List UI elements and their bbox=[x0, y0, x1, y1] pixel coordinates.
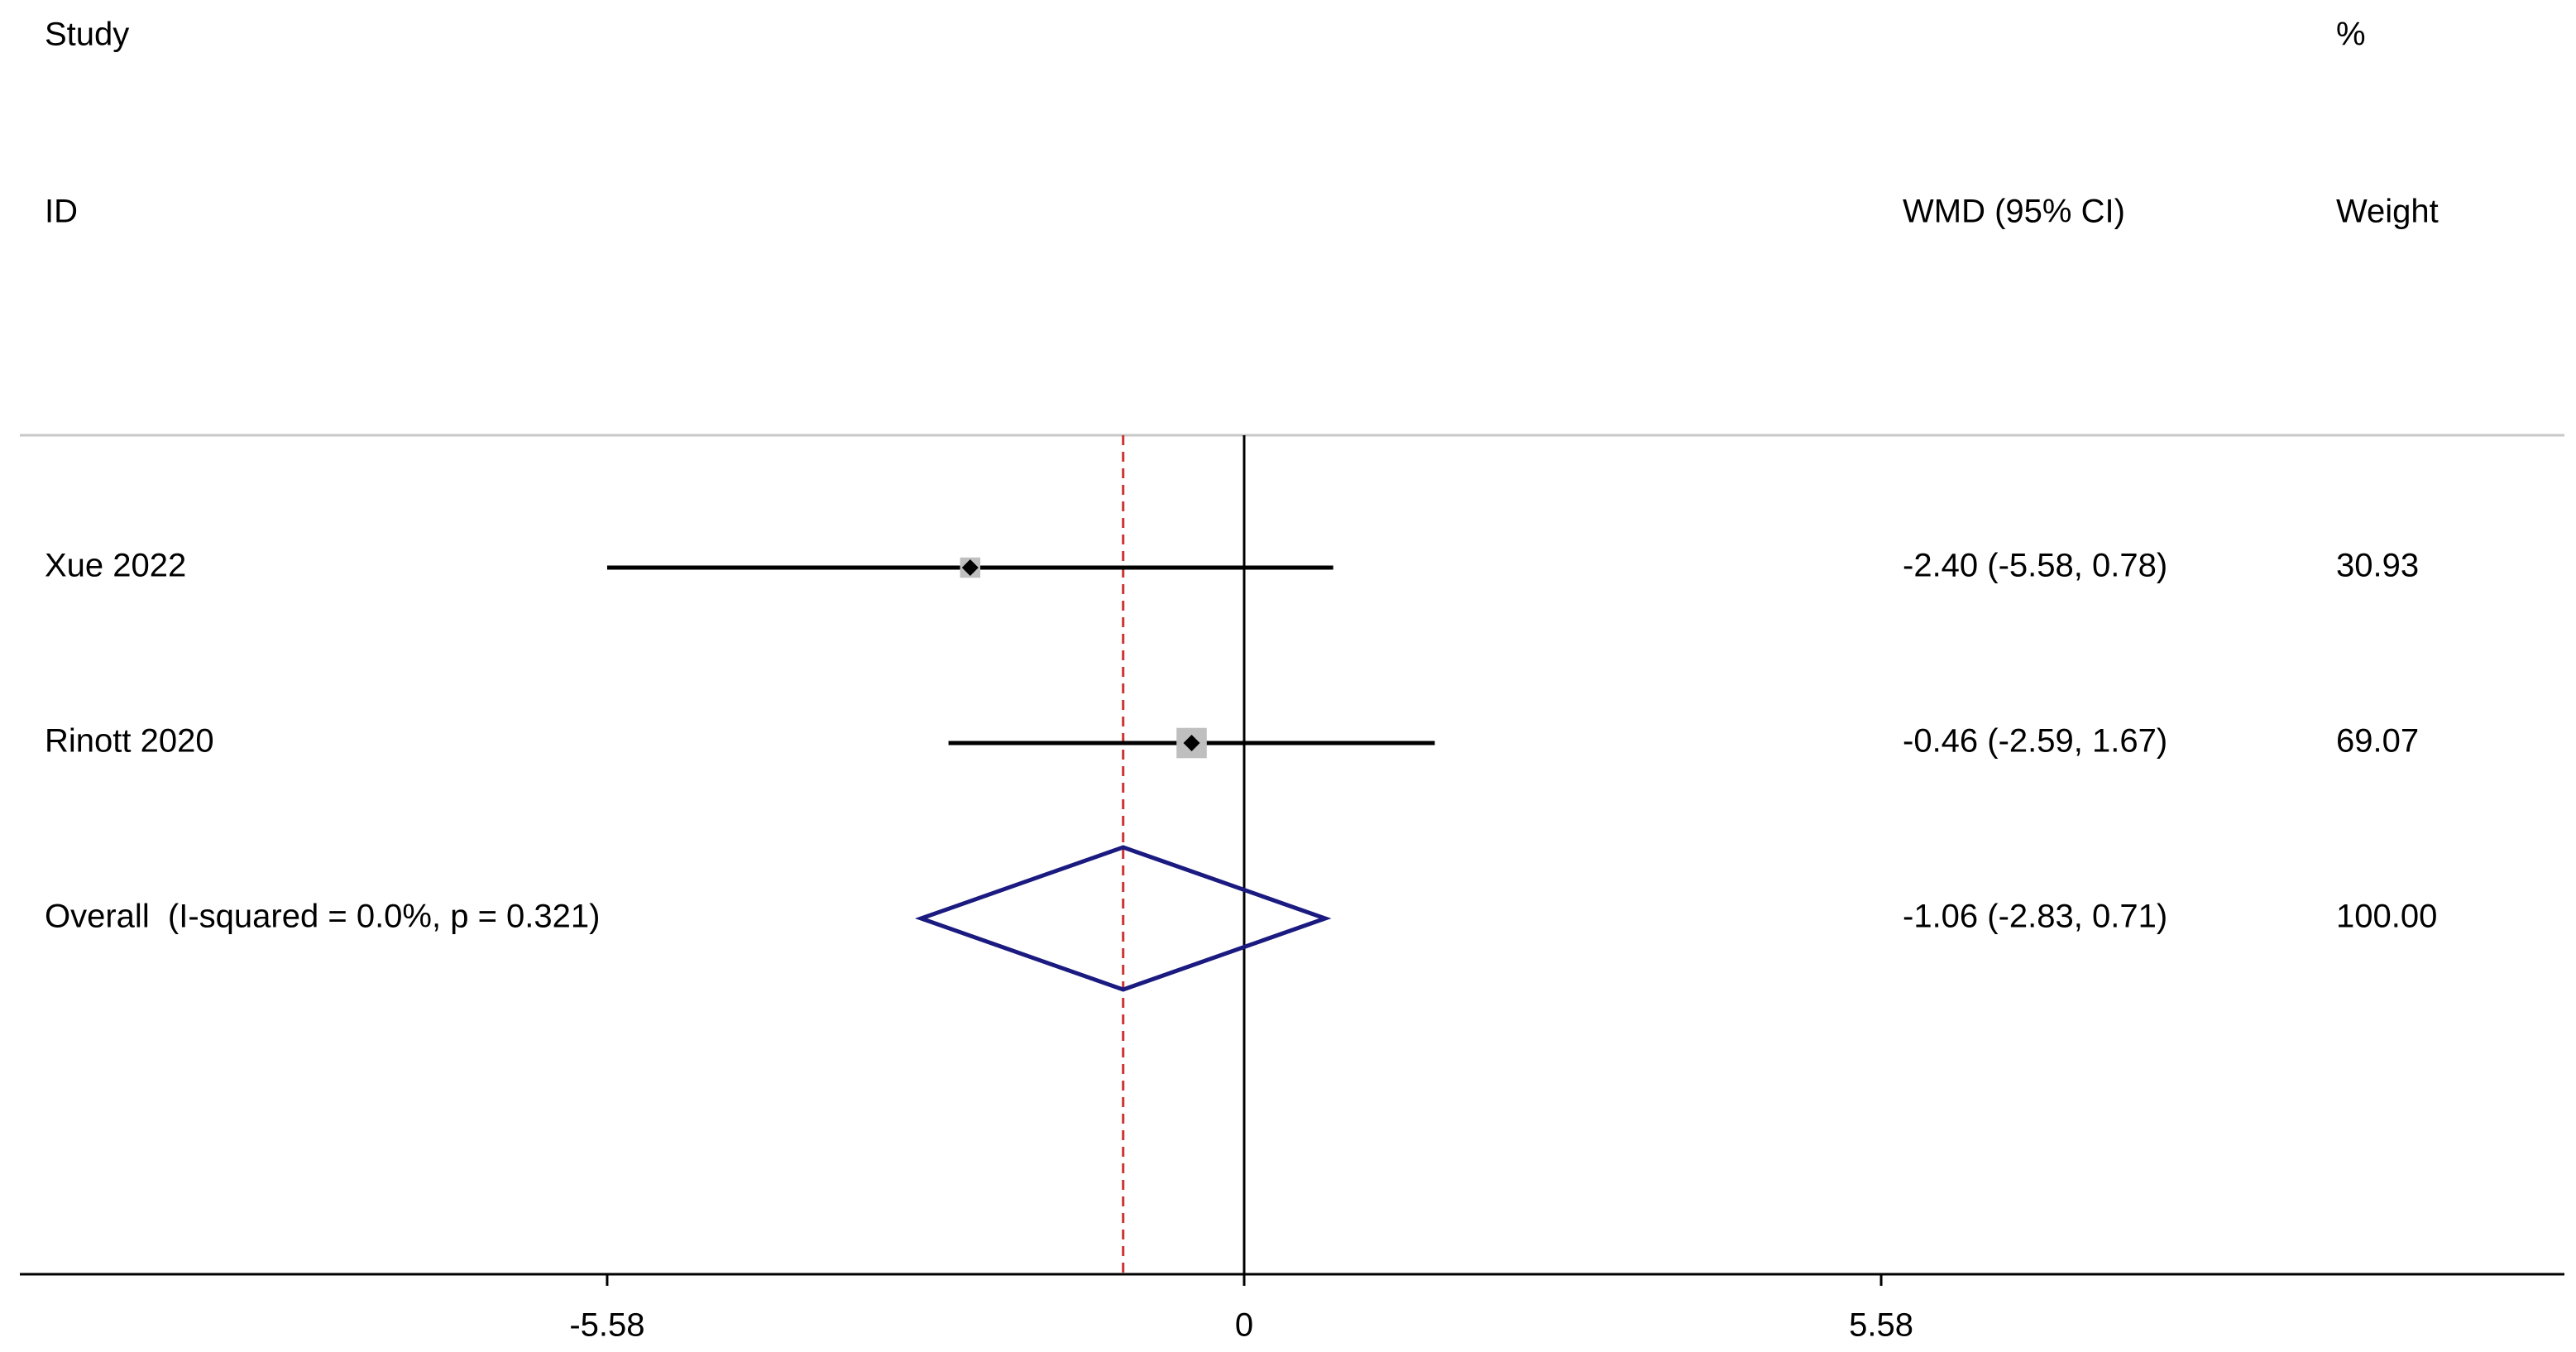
study-name: Xue 2022 bbox=[45, 548, 186, 584]
effect-label: -0.46 (-2.59, 1.67) bbox=[1903, 723, 2167, 760]
header-study: Study bbox=[45, 17, 129, 53]
x-tick-label: 0 bbox=[1235, 1307, 1253, 1344]
header-effect: WMD (95% CI) bbox=[1903, 194, 2125, 230]
study-name: Rinott 2020 bbox=[45, 723, 214, 760]
header-pct: % bbox=[2336, 17, 2366, 53]
overall-name: Overall (I-squared = 0.0%, p = 0.321) bbox=[45, 899, 600, 935]
header-id: ID bbox=[45, 194, 78, 230]
point-estimate bbox=[961, 559, 979, 576]
header-weight: Weight bbox=[2336, 194, 2439, 230]
overall-effect-label: -1.06 (-2.83, 0.71) bbox=[1903, 899, 2167, 935]
point-estimate bbox=[1183, 735, 1200, 751]
overall-diamond bbox=[914, 845, 1332, 992]
effect-label: -2.40 (-5.58, 0.78) bbox=[1903, 548, 2167, 584]
overall-weight-label: 100.00 bbox=[2336, 899, 2437, 935]
x-tick-label: -5.58 bbox=[569, 1307, 644, 1344]
weight-label: 69.07 bbox=[2336, 723, 2419, 760]
weight-label: 30.93 bbox=[2336, 548, 2419, 584]
x-tick-label: 5.58 bbox=[1849, 1307, 1913, 1344]
